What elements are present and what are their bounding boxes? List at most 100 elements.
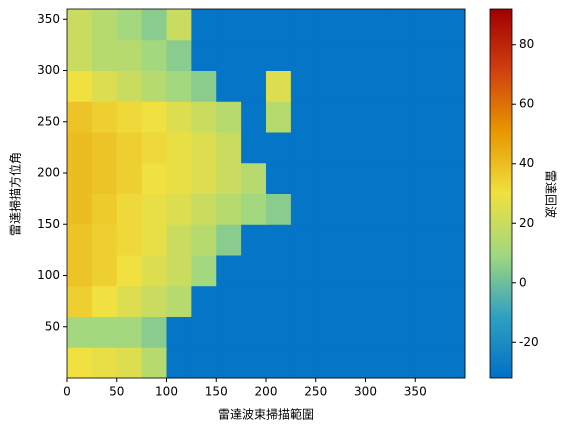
heatmap-cell	[340, 255, 366, 287]
heatmap-cell	[216, 9, 242, 41]
x-tick-label: 100	[155, 385, 178, 399]
heatmap-cell	[191, 70, 217, 102]
heatmap-cell	[116, 285, 143, 317]
heatmap-cell	[216, 285, 242, 317]
heatmap-cell	[91, 347, 118, 379]
heatmap-cell	[266, 347, 292, 379]
heatmap-cell	[340, 9, 366, 41]
heatmap-cell	[290, 101, 317, 133]
heatmap-cell	[390, 224, 416, 256]
heatmap-cell	[116, 255, 143, 287]
heatmap-cell	[290, 285, 317, 317]
heatmap-cell	[116, 70, 143, 102]
heatmap-cell	[340, 70, 366, 102]
heatmap-cell	[390, 285, 416, 317]
heatmap-cell	[216, 347, 242, 379]
heatmap-cell	[440, 9, 466, 41]
heatmap-cell	[116, 224, 143, 256]
heatmap-cell	[365, 347, 391, 379]
heatmap-cell	[390, 255, 416, 287]
heatmap-cell	[216, 39, 242, 71]
heatmap-cell	[365, 132, 391, 164]
heatmap-cell	[315, 255, 342, 287]
colorbar-tick-label: 20	[519, 216, 534, 230]
colorbar-tick-label: 0	[519, 275, 527, 289]
heatmap-cell	[266, 316, 292, 348]
x-tick-label: 50	[109, 385, 124, 399]
heatmap-cell	[266, 255, 292, 287]
heatmap-cell	[415, 347, 441, 379]
y-tick-label: 50	[45, 319, 60, 333]
x-tick-label: 300	[354, 385, 377, 399]
heatmap-cell	[390, 9, 416, 41]
y-tick-label: 100	[37, 268, 60, 282]
heatmap-cell	[166, 101, 192, 133]
x-tick-label: 0	[63, 385, 71, 399]
heatmap-cell	[67, 39, 93, 71]
heatmap-cell	[266, 224, 292, 256]
heatmap-cell	[415, 224, 441, 256]
heatmap-cell	[191, 316, 217, 348]
heatmap-cell	[67, 101, 93, 133]
heatmap-cell	[116, 101, 143, 133]
heatmap-cell	[390, 101, 416, 133]
heatmap-cell	[241, 347, 267, 379]
heatmap-cell	[415, 285, 441, 317]
heatmap-cell	[315, 132, 342, 164]
heatmap-cell	[67, 9, 93, 41]
heatmap-cell	[315, 101, 342, 133]
heatmap-cell	[91, 132, 118, 164]
heatmap-cell	[91, 316, 118, 348]
heatmap-cell	[340, 347, 366, 379]
heatmap-cell	[290, 70, 317, 102]
heatmap-cell	[290, 39, 317, 71]
heatmap-cell	[166, 132, 192, 164]
heatmap-cell	[191, 162, 217, 194]
heatmap-cell	[216, 101, 242, 133]
heatmap-cell	[191, 347, 217, 379]
heatmap-cell	[440, 316, 466, 348]
heatmap-cell	[141, 255, 167, 287]
heatmap-cell	[91, 224, 118, 256]
heatmap-cell	[290, 193, 317, 225]
heatmap-cell	[290, 9, 317, 41]
y-axis-label: 雷達掃描方位角	[8, 152, 23, 236]
heatmap-cell	[241, 224, 267, 256]
heatmap-cell	[166, 285, 192, 317]
heatmap-cell	[440, 101, 466, 133]
heatmap-cell	[91, 9, 118, 41]
heatmap-cell	[365, 101, 391, 133]
heatmap-cell	[415, 255, 441, 287]
heatmap-cell	[266, 39, 292, 71]
heatmap-cell	[315, 70, 342, 102]
heatmap-cell	[266, 132, 292, 164]
heatmap-cell	[166, 224, 192, 256]
heatmap-cell	[440, 162, 466, 194]
heatmap-cell	[340, 132, 366, 164]
heatmap-cell	[290, 132, 317, 164]
heatmap-cell	[365, 162, 391, 194]
heatmap-cell	[141, 132, 167, 164]
heatmap-cell	[191, 255, 217, 287]
heatmap-cell	[116, 347, 143, 379]
heatmap-cell	[415, 193, 441, 225]
heatmap-cell	[241, 70, 267, 102]
heatmap-cell	[340, 193, 366, 225]
heatmap-cell	[67, 347, 93, 379]
heatmap-cell	[415, 101, 441, 133]
heatmap-cell	[290, 162, 317, 194]
heatmap-cell	[91, 39, 118, 71]
heatmap-cell	[116, 9, 143, 41]
heatmap-cell	[340, 285, 366, 317]
x-tick-label: 350	[404, 385, 427, 399]
heatmap-cell	[216, 70, 242, 102]
heatmap-cell	[315, 162, 342, 194]
heatmap-cell	[67, 70, 93, 102]
heatmap-cell	[141, 70, 167, 102]
heatmap-cell	[191, 101, 217, 133]
heatmap-cell	[67, 255, 93, 287]
colorbar-tick-label: -20	[519, 335, 539, 349]
heatmap-cell	[415, 39, 441, 71]
colorbar-tick-label: 60	[519, 97, 534, 111]
